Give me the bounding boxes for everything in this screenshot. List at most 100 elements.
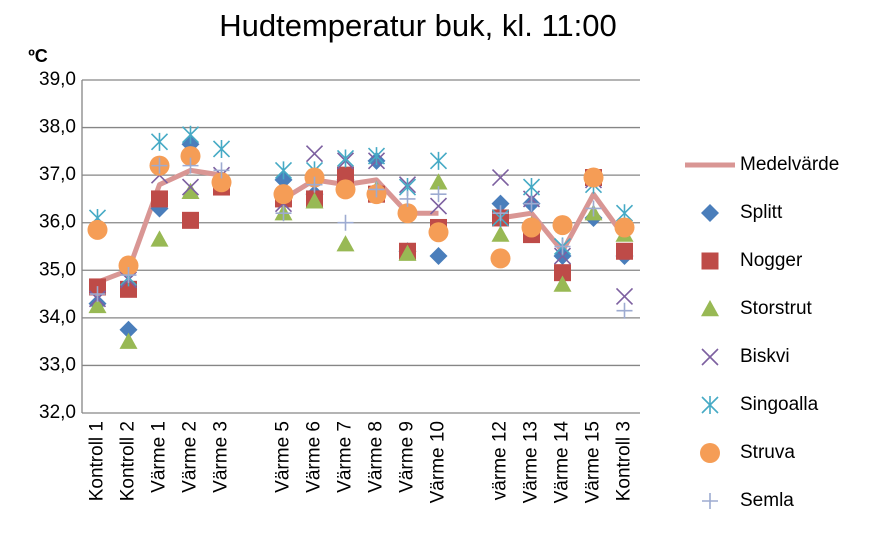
marker [367,147,386,166]
marker [181,182,200,199]
marker [701,252,719,270]
x-tick-label: Värme 6 [304,421,325,493]
marker [702,493,718,509]
marker [492,205,509,222]
legend-label: Medelvärde [740,154,839,175]
marker [428,222,449,243]
marker [701,348,719,366]
y-tick-label: 33,0 [39,354,76,375]
marker [553,275,572,292]
x-tick-label: Kontroll 2 [118,421,139,501]
y-tick-label: 34,0 [39,307,76,328]
marker [491,225,510,242]
marker [337,214,354,231]
marker [429,247,448,266]
x-tick-label: Kontroll 3 [614,421,635,501]
marker [616,242,633,260]
marker [181,178,200,196]
marker [399,190,416,207]
y-tick-label: 39,0 [39,69,76,90]
legend-label: Nogger [740,250,803,271]
marker [150,132,169,151]
x-tick-label: Värme 3 [211,421,232,493]
marker [182,211,199,229]
marker [337,166,354,184]
marker [120,267,137,284]
marker [701,300,719,317]
legend-label: Storstrut [740,298,813,319]
y-tick-label: 38,0 [39,117,76,138]
marker [335,179,356,200]
marker [553,247,572,265]
marker [521,217,542,238]
chart-title: Hudtemperatur buk, kl. 11:00 [219,8,616,43]
marker [368,181,385,198]
marker [182,157,199,174]
marker [306,176,323,193]
marker [700,443,720,463]
marker [583,167,604,188]
x-tick-label: Värme 10 [428,421,449,503]
marker [87,219,108,240]
marker [523,195,540,212]
legend-label: Struva [740,442,795,463]
marker [552,215,573,236]
y-tick-label: 37,0 [39,164,76,185]
marker [490,248,511,269]
marker [213,162,230,179]
x-tick-label: Värme 8 [366,421,387,493]
marker [429,151,448,170]
marker [305,145,324,163]
marker [180,146,201,167]
marker [118,255,139,276]
marker [554,264,571,282]
marker [273,184,294,205]
marker [430,186,447,203]
marker [491,168,510,187]
x-tick-label: Värme 5 [273,421,294,493]
x-tick-label: Värme 15 [583,421,604,503]
marker [274,161,293,180]
x-tick-label: Värme 9 [397,421,418,493]
marker [151,190,168,208]
legend-label: Semla [740,490,794,511]
marker [212,139,231,158]
legend-label: Splitt [740,202,783,223]
x-tick-label: Värme 1 [149,421,170,493]
marker [151,157,168,174]
marker [88,296,107,314]
x-tick-label: Kontroll 1 [87,421,108,501]
marker [150,230,169,247]
x-tick-label: Värme 2 [180,421,201,493]
marker [119,332,138,349]
x-tick-label: Värme 14 [552,421,573,504]
marker [701,204,719,222]
marker [522,178,541,197]
marker [616,302,633,319]
mean-line [96,167,627,285]
marker [305,192,324,209]
marker [397,203,418,224]
marker [336,235,355,252]
marker [211,172,232,193]
y-axis-label: ºC [28,46,48,66]
y-tick-label: 35,0 [39,259,76,280]
marker [429,197,448,215]
marker [491,194,510,213]
marker [336,149,355,168]
marker [181,125,200,144]
marker [701,396,719,414]
marker [614,217,635,238]
marker [554,238,571,255]
marker [615,287,634,306]
marker [119,320,138,339]
x-tick-label: Värme 13 [521,421,542,503]
y-tick-label: 36,0 [39,212,76,233]
marker [398,244,417,261]
x-tick-label: värme 12 [490,421,511,500]
x-tick-label: Värme 7 [335,421,356,493]
marker [89,286,106,303]
marker [275,205,292,222]
legend-label: Biskvi [740,346,790,367]
